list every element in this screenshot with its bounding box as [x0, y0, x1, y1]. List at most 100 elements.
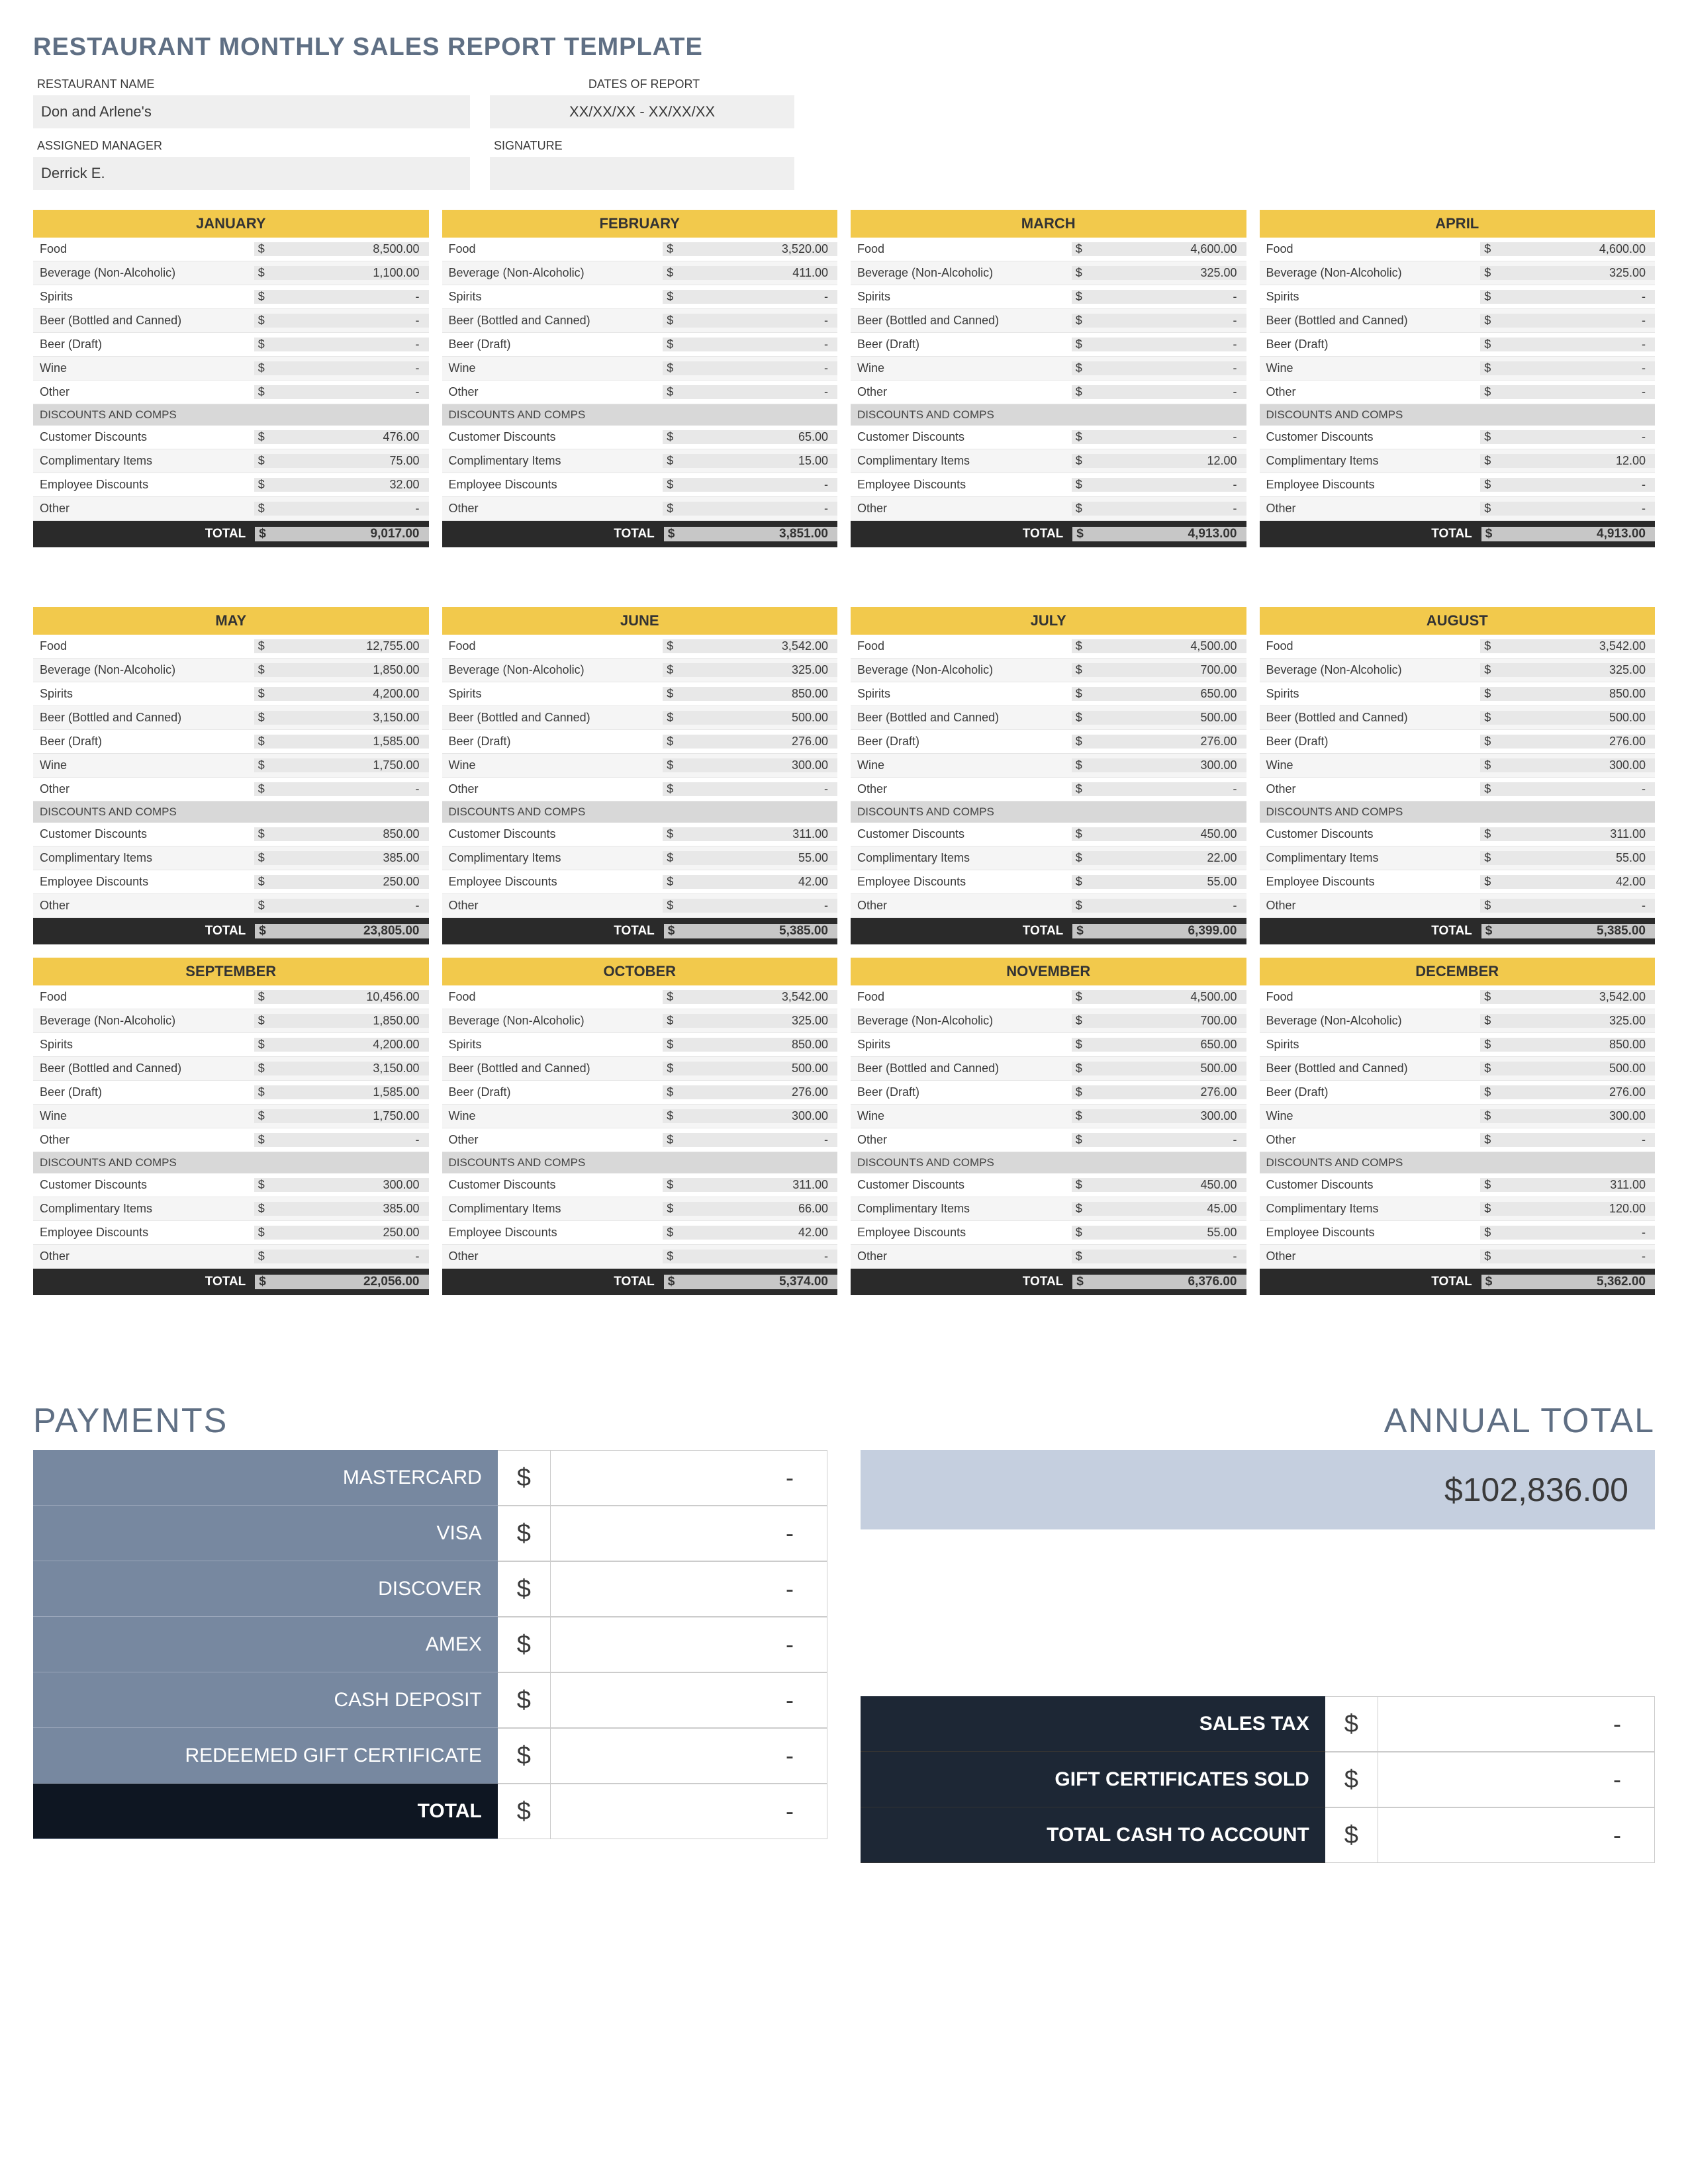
- line-amount[interactable]: 450.00: [1094, 827, 1246, 841]
- line-amount[interactable]: -: [685, 502, 837, 516]
- line-amount[interactable]: 850.00: [1503, 687, 1655, 701]
- line-amount[interactable]: -: [1503, 1226, 1655, 1240]
- line-amount[interactable]: 4,200.00: [277, 687, 429, 701]
- line-amount[interactable]: -: [1094, 502, 1246, 516]
- line-amount[interactable]: 325.00: [1503, 266, 1655, 280]
- line-amount[interactable]: 1,850.00: [277, 663, 429, 677]
- signature-field[interactable]: [490, 157, 794, 190]
- line-amount[interactable]: -: [685, 385, 837, 399]
- line-amount[interactable]: -: [1094, 1133, 1246, 1147]
- line-amount[interactable]: -: [1503, 502, 1655, 516]
- line-amount[interactable]: 385.00: [277, 1202, 429, 1216]
- line-amount[interactable]: 3,520.00: [685, 242, 837, 256]
- payment-amount[interactable]: -: [551, 1450, 827, 1506]
- line-amount[interactable]: -: [277, 1250, 429, 1263]
- payment-amount[interactable]: -: [551, 1506, 827, 1561]
- line-amount[interactable]: 500.00: [1503, 711, 1655, 725]
- line-amount[interactable]: 850.00: [685, 687, 837, 701]
- line-amount[interactable]: 411.00: [685, 266, 837, 280]
- line-amount[interactable]: 476.00: [277, 430, 429, 444]
- line-amount[interactable]: 4,200.00: [277, 1038, 429, 1052]
- line-amount[interactable]: -: [1503, 314, 1655, 328]
- line-amount[interactable]: 276.00: [1503, 735, 1655, 749]
- line-amount[interactable]: 65.00: [685, 430, 837, 444]
- line-amount[interactable]: 300.00: [1094, 1109, 1246, 1123]
- line-amount[interactable]: 1,750.00: [277, 1109, 429, 1123]
- line-amount[interactable]: 3,542.00: [685, 990, 837, 1004]
- line-amount[interactable]: 15.00: [685, 454, 837, 468]
- line-amount[interactable]: -: [1094, 782, 1246, 796]
- line-amount[interactable]: 650.00: [1094, 687, 1246, 701]
- line-amount[interactable]: -: [1094, 478, 1246, 492]
- line-amount[interactable]: 325.00: [685, 663, 837, 677]
- restaurant-name-field[interactable]: Don and Arlene's: [33, 95, 470, 128]
- line-amount[interactable]: 300.00: [1503, 758, 1655, 772]
- line-amount[interactable]: 4,600.00: [1094, 242, 1246, 256]
- summary-amount[interactable]: -: [1378, 1696, 1655, 1752]
- payment-amount[interactable]: -: [551, 1672, 827, 1728]
- line-amount[interactable]: 311.00: [685, 1178, 837, 1192]
- line-amount[interactable]: 700.00: [1094, 663, 1246, 677]
- line-amount[interactable]: 311.00: [685, 827, 837, 841]
- manager-field[interactable]: Derrick E.: [33, 157, 470, 190]
- line-amount[interactable]: -: [685, 782, 837, 796]
- line-amount[interactable]: 300.00: [685, 1109, 837, 1123]
- line-amount[interactable]: -: [277, 361, 429, 375]
- line-amount[interactable]: 1,750.00: [277, 758, 429, 772]
- line-amount[interactable]: 8,500.00: [277, 242, 429, 256]
- line-amount[interactable]: 3,150.00: [277, 711, 429, 725]
- line-amount[interactable]: -: [277, 314, 429, 328]
- line-amount[interactable]: 276.00: [685, 735, 837, 749]
- line-amount[interactable]: -: [1094, 338, 1246, 351]
- line-amount[interactable]: -: [277, 338, 429, 351]
- line-amount[interactable]: -: [685, 899, 837, 913]
- line-amount[interactable]: 4,500.00: [1094, 990, 1246, 1004]
- line-amount[interactable]: 120.00: [1503, 1202, 1655, 1216]
- line-amount[interactable]: 250.00: [277, 1226, 429, 1240]
- payment-amount[interactable]: -: [551, 1784, 827, 1839]
- line-amount[interactable]: -: [1094, 361, 1246, 375]
- line-amount[interactable]: -: [1094, 314, 1246, 328]
- line-amount[interactable]: -: [1503, 899, 1655, 913]
- line-amount[interactable]: 500.00: [685, 711, 837, 725]
- line-amount[interactable]: 300.00: [277, 1178, 429, 1192]
- line-amount[interactable]: 55.00: [1094, 1226, 1246, 1240]
- line-amount[interactable]: 3,542.00: [685, 639, 837, 653]
- payment-amount[interactable]: -: [551, 1728, 827, 1784]
- line-amount[interactable]: 300.00: [1503, 1109, 1655, 1123]
- line-amount[interactable]: 32.00: [277, 478, 429, 492]
- line-amount[interactable]: -: [1094, 899, 1246, 913]
- line-amount[interactable]: -: [685, 290, 837, 304]
- line-amount[interactable]: 1,585.00: [277, 735, 429, 749]
- line-amount[interactable]: -: [1094, 290, 1246, 304]
- line-amount[interactable]: -: [685, 1250, 837, 1263]
- line-amount[interactable]: -: [1503, 782, 1655, 796]
- line-amount[interactable]: -: [685, 314, 837, 328]
- line-amount[interactable]: -: [1503, 290, 1655, 304]
- line-amount[interactable]: -: [1094, 385, 1246, 399]
- line-amount[interactable]: 311.00: [1503, 827, 1655, 841]
- line-amount[interactable]: 276.00: [1503, 1085, 1655, 1099]
- line-amount[interactable]: -: [1094, 430, 1246, 444]
- line-amount[interactable]: 500.00: [1094, 1062, 1246, 1075]
- line-amount[interactable]: -: [1503, 1250, 1655, 1263]
- line-amount[interactable]: 42.00: [685, 1226, 837, 1240]
- line-amount[interactable]: 300.00: [1094, 758, 1246, 772]
- line-amount[interactable]: 311.00: [1503, 1178, 1655, 1192]
- line-amount[interactable]: 850.00: [1503, 1038, 1655, 1052]
- payment-amount[interactable]: -: [551, 1617, 827, 1672]
- line-amount[interactable]: 250.00: [277, 875, 429, 889]
- payment-amount[interactable]: -: [551, 1561, 827, 1617]
- line-amount[interactable]: 850.00: [685, 1038, 837, 1052]
- line-amount[interactable]: -: [685, 338, 837, 351]
- line-amount[interactable]: -: [1094, 1250, 1246, 1263]
- line-amount[interactable]: 850.00: [277, 827, 429, 841]
- line-amount[interactable]: 325.00: [1503, 663, 1655, 677]
- line-amount[interactable]: 500.00: [1094, 711, 1246, 725]
- summary-amount[interactable]: -: [1378, 1807, 1655, 1863]
- line-amount[interactable]: -: [277, 1133, 429, 1147]
- line-amount[interactable]: 1,585.00: [277, 1085, 429, 1099]
- line-amount[interactable]: -: [277, 502, 429, 516]
- line-amount[interactable]: 3,542.00: [1503, 990, 1655, 1004]
- line-amount[interactable]: 10,456.00: [277, 990, 429, 1004]
